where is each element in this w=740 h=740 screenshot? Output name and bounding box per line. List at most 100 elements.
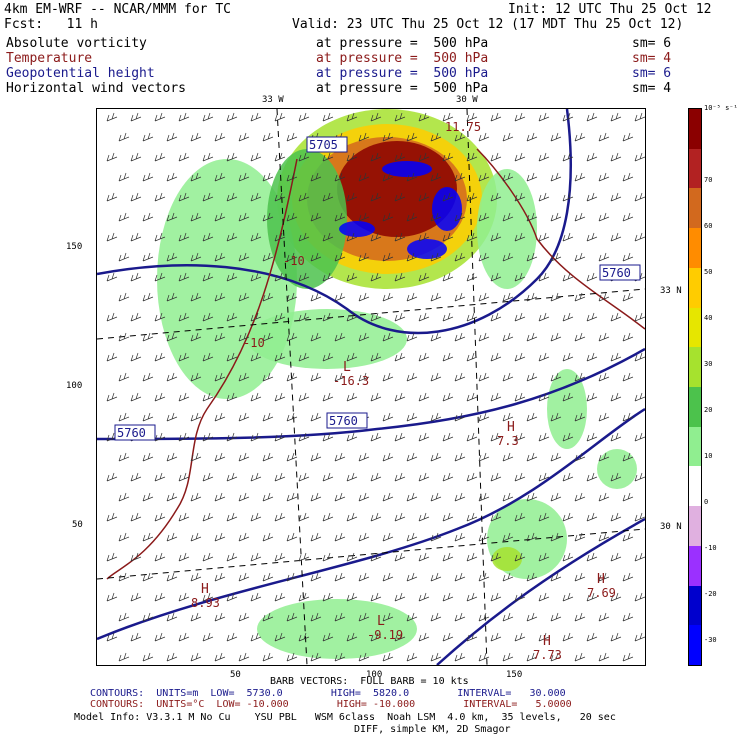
wind-barb [214, 212, 226, 222]
wind-barb [454, 652, 466, 662]
wind-barb [358, 452, 370, 462]
wind-barb [250, 232, 262, 242]
wind-barb [118, 492, 130, 502]
wind-barb [250, 272, 262, 282]
wind-barb [310, 172, 322, 182]
wind-barb [622, 652, 634, 662]
wind-barb [454, 572, 466, 582]
wind-barb [238, 612, 250, 622]
wind-barb [442, 512, 454, 522]
wind-barb [346, 512, 358, 522]
wind-barb [478, 172, 490, 182]
wind-barb [190, 292, 202, 302]
wind-barb [442, 392, 454, 402]
wind-barb [250, 472, 262, 482]
wind-barb [586, 232, 598, 242]
wind-barb [442, 432, 454, 442]
wind-barb [418, 152, 430, 162]
wind-barb [490, 592, 502, 602]
field-sm-vorticity: sm= 6 [632, 36, 672, 51]
wind-barb [190, 492, 202, 502]
wind-barb [382, 532, 394, 542]
colorbar-segment [689, 228, 701, 269]
wind-barb [562, 192, 574, 202]
wind-barb [622, 532, 634, 542]
model-info-diff: DIFF, simple KM, 2D Smagor [354, 724, 511, 735]
wind-barb [502, 292, 514, 302]
wind-barb [418, 232, 430, 242]
wind-barb [274, 232, 286, 242]
wind-barb [454, 332, 466, 342]
y-tick-50: 50 [72, 520, 83, 530]
wind-barb [490, 152, 502, 162]
wind-barb [454, 252, 466, 262]
extrema-value: 7.69 [587, 586, 616, 600]
wind-barb [418, 192, 430, 202]
wind-barb [130, 552, 142, 562]
wind-barb [142, 612, 154, 622]
wind-barb [550, 132, 562, 142]
wind-barb [298, 352, 310, 362]
wind-barb [118, 532, 130, 542]
wind-barb [622, 252, 634, 262]
wind-barb [418, 632, 430, 642]
wind-barb [502, 252, 514, 262]
wind-barb [106, 312, 118, 322]
wind-barb [466, 552, 478, 562]
wind-barb [334, 572, 346, 582]
wind-barb [466, 592, 478, 602]
wind-barb [550, 612, 562, 622]
extrema-value: -9.19 [367, 628, 403, 642]
wind-barb [442, 152, 454, 162]
wind-barb [130, 192, 142, 202]
wind-barb [190, 572, 202, 582]
wind-barb [118, 372, 130, 382]
wind-barb [574, 532, 586, 542]
wind-barb [574, 492, 586, 502]
field-name-wind: Horizontal wind vectors [6, 81, 187, 96]
wind-barb [298, 592, 310, 602]
wind-barb [238, 572, 250, 582]
wind-barb [214, 412, 226, 422]
wind-barb [514, 392, 526, 402]
wind-barb [454, 172, 466, 182]
wind-barb [154, 352, 166, 362]
wind-barb [394, 592, 406, 602]
wind-barb [250, 552, 262, 562]
wind-barb [538, 472, 550, 482]
wind-barb [574, 132, 586, 142]
wind-barb [310, 532, 322, 542]
wind-barb [430, 252, 442, 262]
wind-barb [466, 352, 478, 362]
wind-barb [178, 192, 190, 202]
wind-barb [238, 132, 250, 142]
extrema-value: 11.75 [445, 120, 481, 134]
wind-barb [310, 572, 322, 582]
wind-barb [634, 312, 645, 322]
wind-barb [154, 512, 166, 522]
wind-barb [478, 452, 490, 462]
wind-barb [598, 132, 610, 142]
colorbar-segment [689, 625, 701, 666]
field-name-temperature: Temperature [6, 51, 93, 66]
wind-barb [418, 432, 430, 442]
wind-barb [406, 572, 418, 582]
wind-barb [526, 172, 538, 182]
wind-barb [490, 112, 502, 122]
wind-barb [298, 632, 310, 642]
wind-barb [310, 212, 322, 222]
wind-barb [394, 472, 406, 482]
wind-barb [358, 132, 370, 142]
wind-barb [142, 292, 154, 302]
colorbar-tick: 40 [704, 314, 713, 322]
lon-label-30w: 30 W [456, 95, 478, 105]
wind-barb [406, 452, 418, 462]
wind-barb [430, 412, 442, 422]
wind-barb [370, 112, 382, 122]
wind-barb [226, 592, 238, 602]
wind-barb [226, 152, 238, 162]
wind-barb [178, 152, 190, 162]
wind-barb [394, 552, 406, 562]
wind-barb [634, 192, 645, 202]
wind-barb [598, 172, 610, 182]
